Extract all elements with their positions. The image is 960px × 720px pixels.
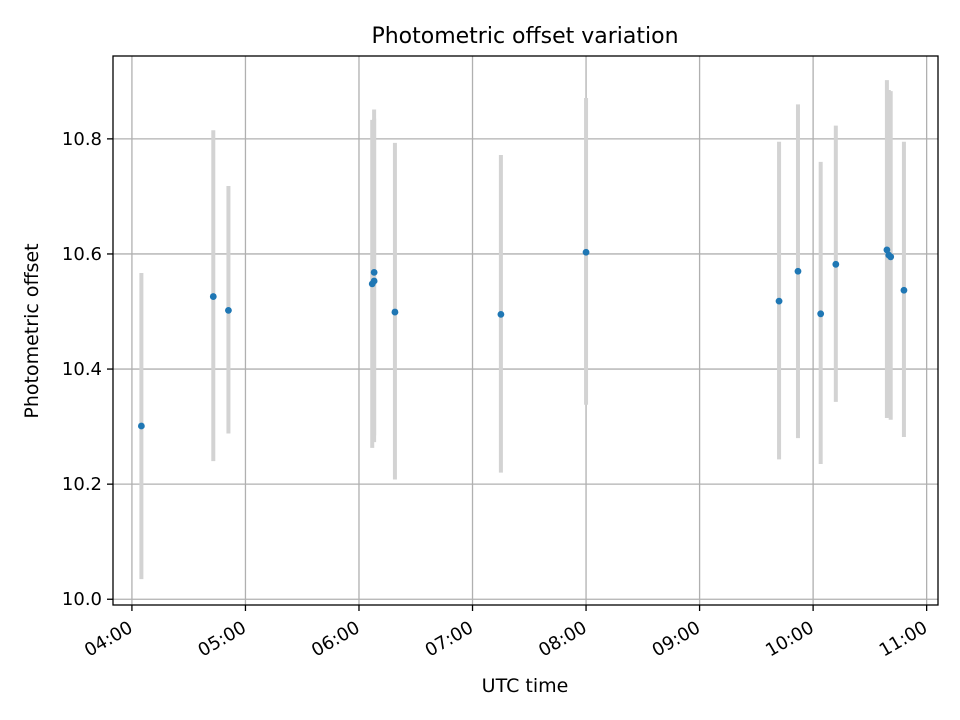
data-point bbox=[391, 308, 399, 316]
y-tick-label: 10.0 bbox=[62, 589, 102, 610]
plot-frame bbox=[112, 55, 939, 606]
y-axis-label: Photometric offset bbox=[21, 243, 43, 418]
data-point bbox=[137, 422, 145, 430]
x-axis-label: UTC time bbox=[482, 675, 569, 697]
chart-title: Photometric offset variation bbox=[371, 24, 678, 49]
data-point bbox=[497, 310, 505, 318]
data-point bbox=[887, 253, 895, 261]
data-point bbox=[775, 297, 783, 305]
data-point bbox=[582, 248, 590, 256]
data-point bbox=[370, 268, 378, 276]
data-point bbox=[225, 306, 232, 314]
data-point bbox=[900, 286, 908, 294]
data-point bbox=[794, 267, 802, 275]
data-point bbox=[832, 260, 840, 268]
data-point bbox=[817, 310, 825, 318]
data-point bbox=[209, 293, 217, 300]
data-point bbox=[370, 277, 378, 285]
y-tick-label: 10.2 bbox=[62, 474, 102, 495]
y-tick-label: 10.8 bbox=[62, 129, 102, 150]
y-axis-ticks: 10.0 10.2 10.4 10.6 10.8 bbox=[62, 129, 113, 610]
y-tick-label: 10.4 bbox=[62, 359, 102, 380]
y-tick-label: 10.6 bbox=[62, 244, 102, 265]
data-point bbox=[883, 246, 891, 254]
data-points bbox=[137, 246, 908, 430]
